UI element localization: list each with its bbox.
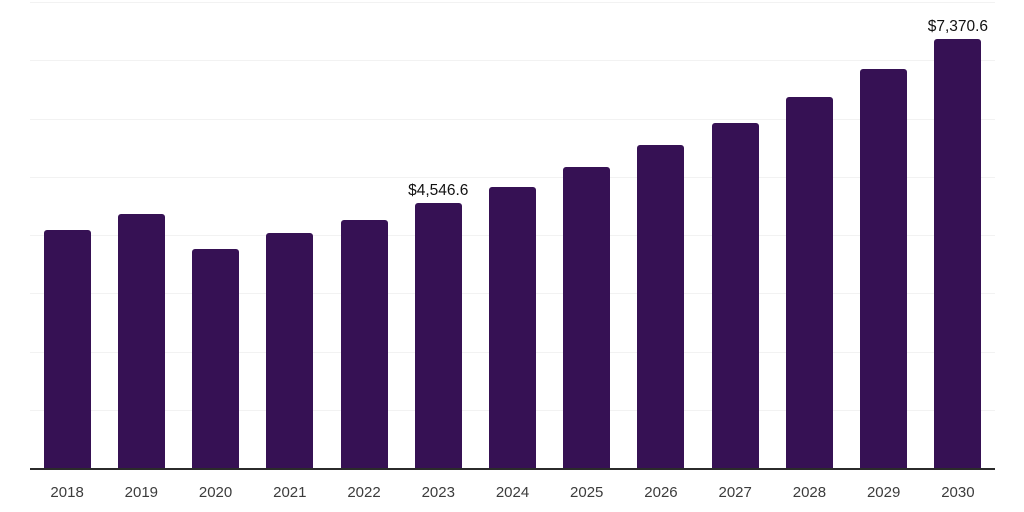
bar-2019 bbox=[117, 214, 165, 468]
x-tick-label-2025: 2025 bbox=[570, 484, 604, 501]
x-tick-label-2020: 2020 bbox=[198, 484, 233, 501]
x-tick-label-2021: 2021 bbox=[273, 484, 307, 501]
bar-2028 bbox=[785, 96, 833, 468]
x-tick-label-2023: 2023 bbox=[421, 484, 455, 501]
bar-2027 bbox=[711, 122, 759, 468]
bar-2020 bbox=[192, 248, 240, 468]
bar-2026 bbox=[637, 145, 685, 468]
bar-2018 bbox=[43, 230, 91, 468]
gridline bbox=[30, 60, 995, 62]
gridline bbox=[30, 176, 995, 178]
bar-2024 bbox=[489, 186, 536, 468]
bar-2030 bbox=[934, 38, 982, 468]
gridline bbox=[30, 2, 995, 3]
gridline bbox=[30, 118, 995, 120]
value-label-2030: $7,370.6 bbox=[927, 17, 989, 35]
x-tick-label-2030: 2030 bbox=[941, 484, 975, 501]
x-tick-label-2028: 2028 bbox=[792, 484, 827, 501]
x-tick-label-2027: 2027 bbox=[718, 484, 752, 501]
bar-2021 bbox=[266, 233, 314, 468]
bar-2023 bbox=[414, 203, 462, 468]
bar-2029 bbox=[860, 68, 908, 468]
x-tick-label-2026: 2026 bbox=[644, 484, 678, 501]
x-tick-label-2029: 2029 bbox=[866, 484, 901, 501]
x-tick-label-2019: 2019 bbox=[124, 484, 159, 501]
x-tick-label-2024: 2024 bbox=[495, 484, 530, 501]
bar-2022 bbox=[340, 219, 388, 468]
bar-2025 bbox=[563, 167, 611, 468]
x-tick-label-2022: 2022 bbox=[347, 484, 381, 501]
x-tick-label-2018: 2018 bbox=[50, 484, 84, 501]
x-axis-line bbox=[30, 468, 995, 470]
value-label-2023: $4,546.6 bbox=[408, 182, 469, 200]
